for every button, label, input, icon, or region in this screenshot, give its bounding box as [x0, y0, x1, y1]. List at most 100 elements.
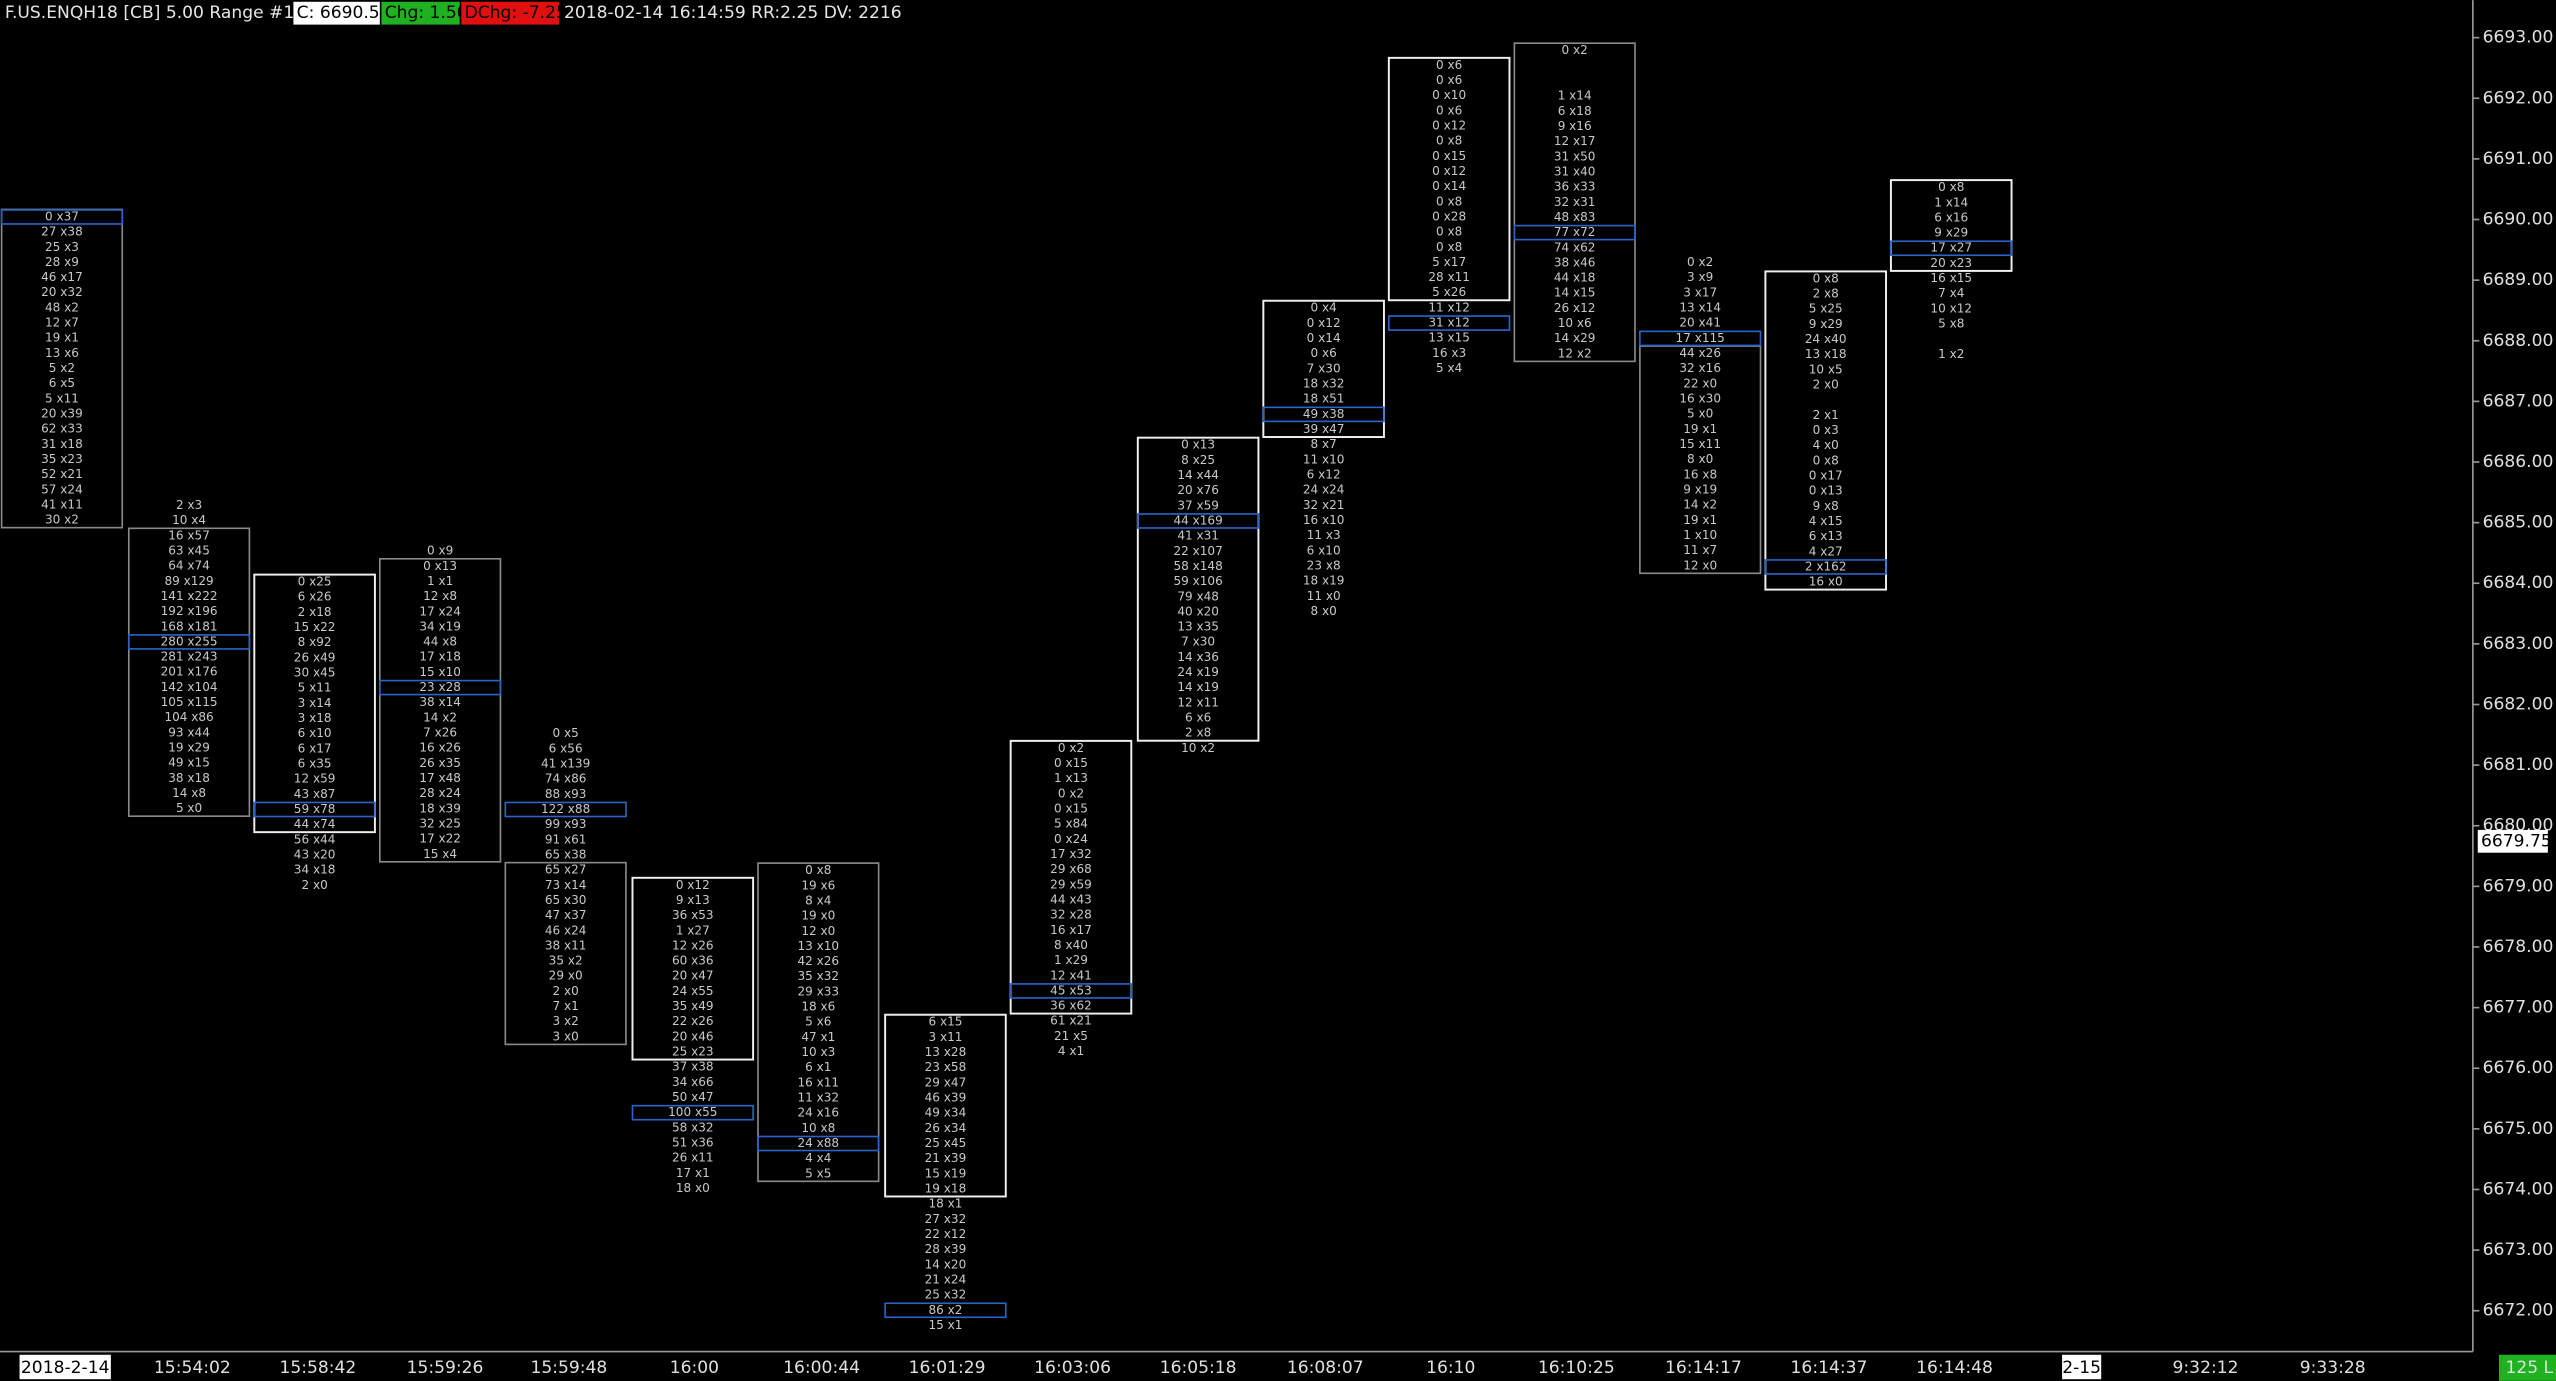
- cell: 25 x45: [925, 1136, 967, 1150]
- cell: 0 x2: [1687, 255, 1713, 269]
- header: F.US.ENQH18 [CB] 5.00 Range #13 C: 6690.…: [5, 1, 902, 25]
- cell: 19 x1: [45, 331, 79, 345]
- cell: 17 x18: [419, 650, 461, 664]
- cell: 32 x16: [1679, 361, 1721, 375]
- cell: 26 x34: [925, 1121, 967, 1135]
- cell: 8 x7: [1310, 437, 1336, 451]
- cell: 6 x13: [1809, 529, 1843, 543]
- cell: 7 x26: [423, 726, 457, 740]
- cell: 43 x20: [294, 847, 336, 861]
- cell: 201 x176: [161, 665, 218, 679]
- cell: 0 x8: [1813, 271, 1839, 285]
- price-label: 6689.00: [2483, 270, 2554, 290]
- cell: 0 x17: [1809, 468, 1843, 482]
- poc-row: [0, 209, 124, 225]
- cell: 74 x86: [545, 772, 587, 786]
- cell: 15 x1: [928, 1318, 962, 1332]
- cell: 168 x181: [161, 619, 218, 633]
- price-label: 6672.00: [2483, 1301, 2554, 1321]
- time-label: 16:00: [670, 1358, 719, 1378]
- poc-row: [884, 1302, 1007, 1319]
- cell: 40 x20: [1177, 604, 1219, 618]
- cell: 8 x40: [1054, 938, 1088, 952]
- time-label: 16:00:44: [783, 1358, 860, 1378]
- cell: 5 x26: [1432, 285, 1466, 299]
- cell: 32 x21: [1303, 498, 1345, 512]
- time-label: 2-15: [2062, 1358, 2101, 1378]
- cell: 35 x2: [549, 954, 583, 968]
- cell: 23 x58: [925, 1060, 967, 1074]
- cell: 17 x115: [1676, 331, 1725, 345]
- cell: 26 x12: [1554, 301, 1596, 315]
- cell: 0 x12: [1307, 316, 1341, 330]
- cell: 36 x62: [1050, 999, 1092, 1013]
- price-label: 6693.00: [2483, 28, 2554, 48]
- cell: 16 x57: [168, 528, 210, 542]
- cell: 12 x2: [1558, 346, 1592, 360]
- cell: 12 x41: [1050, 968, 1092, 982]
- cell: 58 x148: [1173, 559, 1222, 573]
- cell: 15 x22: [294, 620, 336, 634]
- price-label: 6684.00: [2483, 573, 2554, 593]
- cell: 32 x31: [1554, 195, 1596, 209]
- cell: 7 x30: [1181, 635, 1215, 649]
- cell: 17 x24: [419, 604, 461, 618]
- price-label: 6685.00: [2483, 513, 2554, 533]
- bar-body: [1387, 56, 1511, 302]
- cell: 35 x49: [672, 999, 714, 1013]
- cell: 91 x61: [545, 832, 587, 846]
- cell: 18 x1: [928, 1197, 962, 1211]
- poc-row: [1764, 559, 1887, 575]
- cell: 9 x19: [1683, 482, 1717, 496]
- cell: 17 x32: [1050, 847, 1092, 861]
- cell: 13 x18: [1805, 347, 1847, 361]
- price-label: 6686.00: [2483, 452, 2554, 472]
- cell: 2 x3: [176, 498, 202, 512]
- cell: 21 x39: [925, 1151, 967, 1165]
- cell: 19 x1: [1683, 513, 1717, 527]
- time-label: 16:10: [1426, 1358, 1475, 1378]
- cell: 0 x12: [1432, 164, 1466, 178]
- cell: 0 x15: [1054, 802, 1088, 816]
- cell: 6 x15: [928, 1015, 962, 1029]
- cell: 19 x6: [801, 878, 835, 892]
- cell: 25 x3: [45, 240, 79, 254]
- cell: 24 x40: [1805, 332, 1847, 346]
- time-label: 16:14:37: [1791, 1358, 1868, 1378]
- time-label: 9:33:28: [2300, 1358, 2366, 1378]
- cell: 22 x107: [1173, 544, 1222, 558]
- cell: 11 x12: [1428, 300, 1470, 314]
- time-label: 15:59:48: [530, 1358, 607, 1378]
- poc-row: [504, 801, 627, 818]
- price-label: 6690.00: [2483, 210, 2554, 230]
- cell: 18 x39: [419, 801, 461, 815]
- cell: 8 x92: [298, 635, 332, 649]
- cell: 0 x37: [45, 209, 79, 223]
- cell: 16 x30: [1679, 392, 1721, 406]
- cell: 0 x8: [1938, 180, 1964, 194]
- cell: 6 x16: [1934, 210, 1968, 224]
- cell: 0 x8: [1436, 225, 1462, 239]
- cell: 29 x0: [549, 969, 583, 983]
- cell: 57 x24: [41, 482, 83, 496]
- cell: 7 x4: [1938, 286, 1964, 300]
- time-label: 9:32:12: [2173, 1358, 2239, 1378]
- cell: 10 x8: [801, 1121, 835, 1135]
- cell: 48 x2: [45, 300, 79, 314]
- cell: 37 x59: [1177, 498, 1219, 512]
- cell: 45 x53: [1050, 983, 1092, 997]
- cell: 281 x243: [161, 650, 218, 664]
- cell: 0 x13: [423, 559, 457, 573]
- cell: 61 x21: [1050, 1014, 1092, 1028]
- status-bg: [2498, 1354, 2556, 1381]
- cell: 0 x25: [298, 575, 332, 589]
- cell: 0 x8: [1436, 240, 1462, 254]
- cell: 34 x18: [294, 863, 336, 877]
- cell: 27 x32: [925, 1212, 967, 1226]
- cell: 13 x10: [797, 939, 839, 953]
- cell: 44 x43: [1050, 892, 1092, 906]
- cell: 24 x19: [1177, 665, 1219, 679]
- cell: 22 x26: [672, 1014, 714, 1028]
- cell: 65 x38: [545, 847, 587, 861]
